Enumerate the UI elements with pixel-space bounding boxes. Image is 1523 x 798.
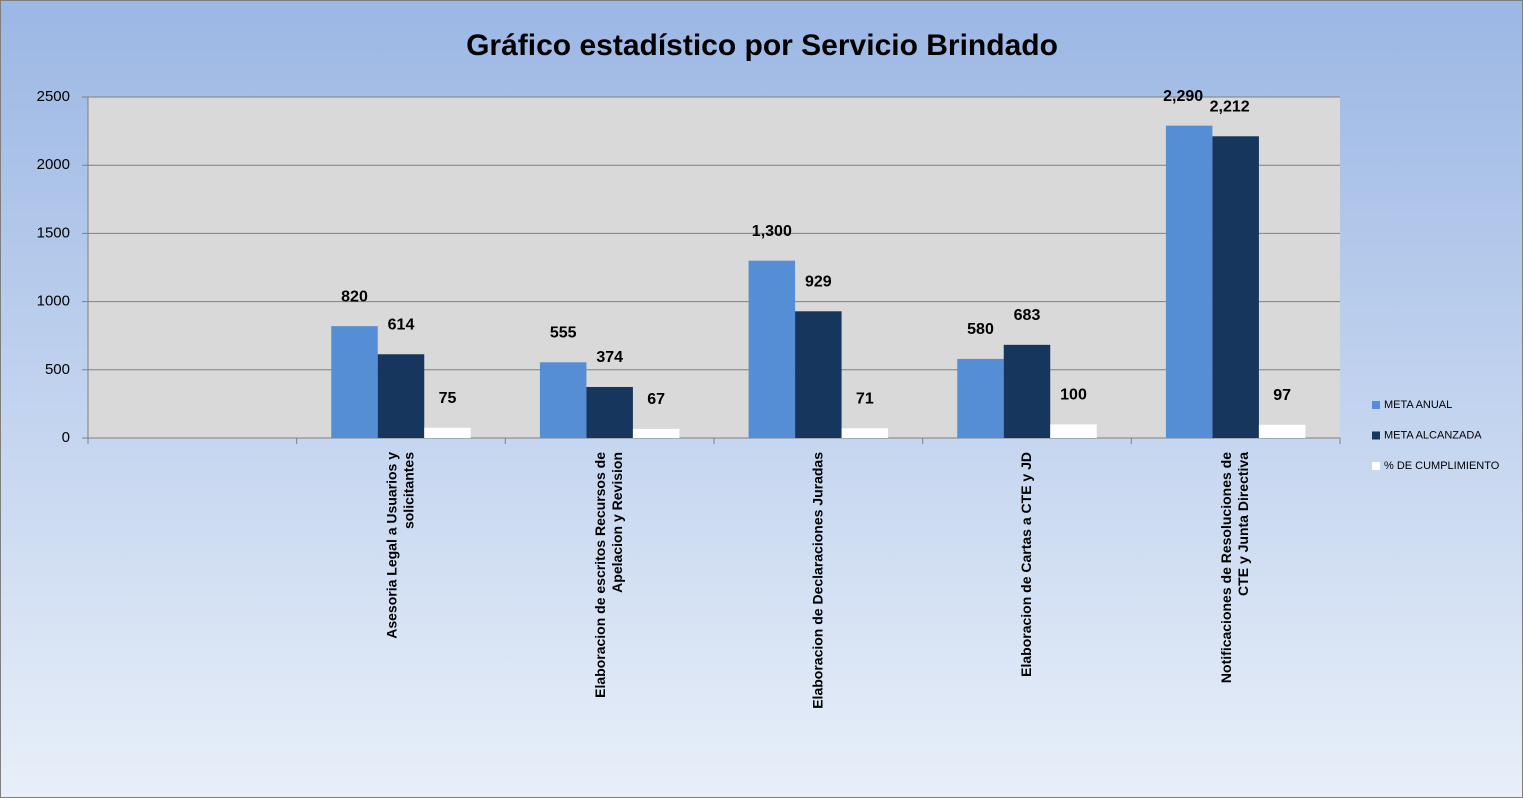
data-label: 1,300 (752, 223, 792, 240)
bar (424, 427, 471, 438)
bar (539, 362, 587, 438)
bar (1050, 424, 1097, 438)
bar (586, 386, 633, 438)
data-label: 97 (1273, 387, 1291, 404)
legend-swatch (1372, 462, 1380, 470)
y-tick-label: 500 (45, 361, 70, 378)
data-label: 555 (550, 325, 577, 342)
x-tick-label: Elaboracion de Declaraciones Juradas (809, 452, 825, 709)
x-tick-label: Notificaciones de Resoluciones deCTE y J… (1218, 452, 1251, 683)
y-tick-label: 0 (62, 429, 70, 446)
bar (377, 354, 425, 438)
y-tick-label: 1000 (37, 293, 70, 310)
bar (632, 428, 680, 438)
bar (331, 326, 378, 438)
data-label: 100 (1060, 387, 1087, 404)
legend-label: % DE CUMPLIMIENTO (1384, 460, 1500, 472)
bar (795, 311, 842, 438)
y-tick-label: 1500 (37, 224, 70, 241)
bar (748, 260, 796, 438)
data-label: 67 (647, 391, 665, 408)
x-tick-label: Elaboracion de escritos Recursos deApela… (592, 452, 625, 698)
data-label: 71 (856, 391, 874, 408)
data-label: 374 (596, 349, 623, 366)
legend-label: META ALCANZADA (1384, 429, 1482, 441)
data-label: 683 (1014, 307, 1041, 324)
bar (957, 358, 1004, 438)
data-label: 2,290 (1163, 88, 1203, 105)
legend-label: META ANUAL (1384, 399, 1452, 411)
bar (841, 428, 889, 438)
data-label: 75 (439, 390, 457, 407)
bar (1212, 136, 1259, 438)
y-tick-label: 2500 (37, 88, 70, 105)
plot-area (88, 97, 1340, 438)
legend-swatch (1372, 431, 1380, 440)
data-label: 929 (805, 274, 832, 291)
data-label: 614 (388, 316, 415, 333)
bar (1258, 424, 1306, 438)
x-tick-label: Elaboracion de Cartas a CTE y JD (1018, 452, 1034, 677)
legend-swatch (1372, 401, 1380, 409)
bar (1003, 344, 1051, 438)
data-label: 2,212 (1210, 99, 1250, 116)
data-label: 820 (341, 288, 368, 305)
bar (1165, 125, 1213, 439)
chart-title: Gráfico estadístico por Servicio Brindad… (466, 29, 1058, 62)
data-label: 580 (967, 321, 994, 338)
y-tick-label: 2000 (37, 156, 70, 173)
x-tick-label: Asesoria Legal a Usuarios ysolicitantes (383, 452, 416, 639)
